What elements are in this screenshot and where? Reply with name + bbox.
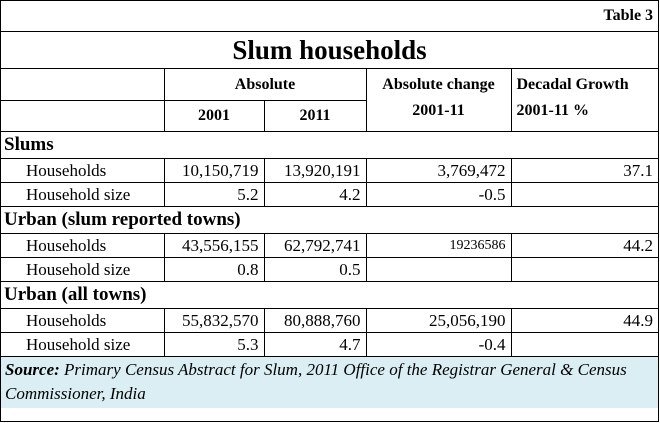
section-heading-slums: Slums	[1, 131, 659, 159]
table-number: Table 3	[1, 1, 659, 32]
cell-2011: 62,792,741	[264, 233, 367, 258]
cell-2001: 10,150,719	[164, 158, 265, 183]
section-heading-urban-all-towns: Urban (all towns)	[1, 281, 659, 309]
slum-households-table: Table 3 Slum households Absolute Absolut…	[1, 1, 659, 408]
cell-2001: 43,556,155	[164, 233, 265, 258]
cell-2011: 4.7	[264, 332, 367, 357]
cell-2011: 4.2	[264, 182, 367, 207]
table-row: Household size 5.3 4.7 -0.4	[1, 332, 659, 357]
cell-2011: 0.5	[264, 257, 367, 282]
row-label: Household size	[1, 257, 165, 282]
cell-absolute-change	[366, 257, 512, 282]
table-row: Households 43,556,155 62,792,741 1923658…	[1, 233, 659, 258]
cell-2001: 55,832,570	[164, 308, 265, 333]
cell-absolute-change: 3,769,472	[366, 158, 512, 183]
row-label: Households	[1, 308, 165, 333]
cell-absolute-change: -0.4	[366, 332, 512, 357]
header-absolute: Absolute	[164, 68, 367, 101]
header-decadal-growth-period: 2001-11 %	[516, 102, 589, 119]
table-row: Households 55,832,570 80,888,760 25,056,…	[1, 308, 659, 333]
table-row: Household size 0.8 0.5	[1, 257, 659, 282]
header-year-2011: 2011	[264, 100, 367, 132]
row-label: Households	[1, 233, 165, 258]
header-decadal-growth: Decadal Growth 2001-11 %	[511, 68, 659, 132]
row-label: Households	[1, 158, 165, 183]
cell-2001: 0.8	[164, 257, 265, 282]
table-title: Slum households	[232, 34, 427, 65]
cell-2001: 5.3	[164, 332, 265, 357]
row-label: Household size	[1, 182, 165, 207]
cell-decadal-growth	[511, 257, 659, 282]
cell-decadal-growth: 37.1	[511, 158, 659, 183]
cell-decadal-growth: 44.9	[511, 308, 659, 333]
header-absolute-change-period: 2001-11	[412, 102, 465, 119]
cell-decadal-growth	[511, 332, 659, 357]
table-row: Household size 5.2 4.2 -0.5	[1, 182, 659, 207]
cell-2001: 5.2	[164, 182, 265, 207]
cell-absolute-change: 25,056,190	[366, 308, 512, 333]
header-blank-cell	[1, 100, 165, 132]
source-text: Primary Census Abstract for Slum, 2011 O…	[5, 360, 627, 403]
section-heading-urban-slum-reported-towns: Urban (slum reported towns)	[1, 206, 659, 234]
cell-absolute-change: -0.5	[366, 182, 512, 207]
cell-decadal-growth	[511, 182, 659, 207]
header-blank-cell	[1, 68, 165, 101]
source-note: Source: Primary Census Abstract for Slum…	[1, 356, 659, 408]
source-label: Source:	[5, 360, 60, 379]
cell-2011: 80,888,760	[264, 308, 367, 333]
cell-2011: 13,920,191	[264, 158, 367, 183]
table-row: Households 10,150,719 13,920,191 3,769,4…	[1, 158, 659, 183]
cell-decadal-growth: 44.2	[511, 233, 659, 258]
cell-absolute-change: 19236586	[366, 233, 512, 258]
header-year-2001: 2001	[164, 100, 265, 132]
header-absolute-change: Absolute change 2001-11	[366, 68, 512, 132]
header-decadal-growth-label: Decadal Growth	[516, 76, 629, 93]
row-label: Household size	[1, 332, 165, 357]
header-absolute-change-label: Absolute change	[382, 76, 495, 93]
